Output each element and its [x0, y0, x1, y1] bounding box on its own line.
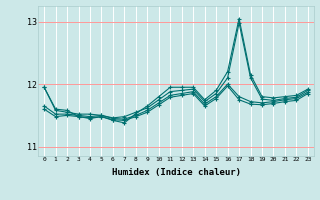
X-axis label: Humidex (Indice chaleur): Humidex (Indice chaleur) — [111, 168, 241, 177]
